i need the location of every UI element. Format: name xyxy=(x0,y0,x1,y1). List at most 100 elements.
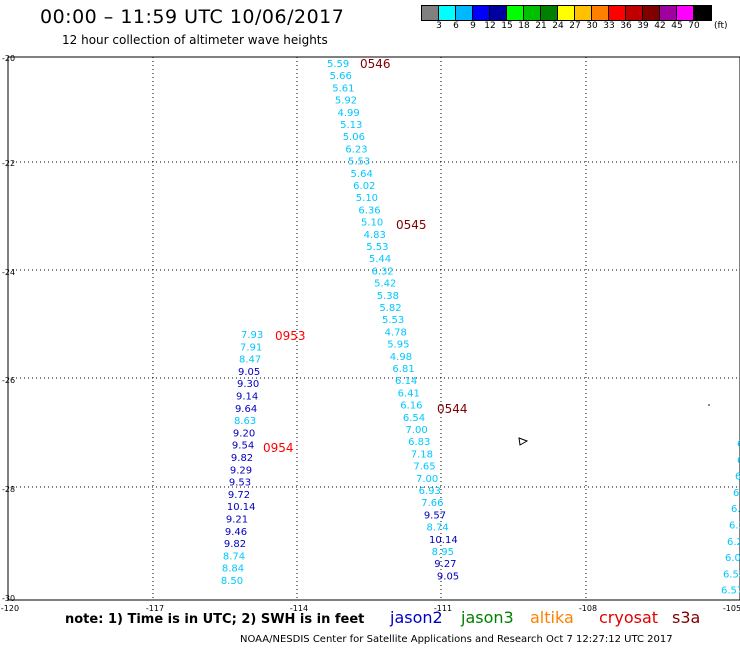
legend-jason2: jason2 xyxy=(390,608,443,627)
lon-tick-label: -108 xyxy=(579,604,597,613)
legend-s3a: s3a xyxy=(672,608,701,627)
wave-height-value: 10.14 xyxy=(227,502,256,513)
wave-height-value: 6.25 xyxy=(727,537,740,548)
color-scale-label: 27 xyxy=(569,21,581,31)
wave-height-value: 9.53 xyxy=(229,478,251,489)
wave-height-value: 5.64 xyxy=(351,169,373,180)
legend-jason3: jason3 xyxy=(461,608,514,627)
wave-height-value: 8.47 xyxy=(239,355,261,366)
pass-time-label: 0544 xyxy=(437,402,468,416)
wave-height-value: 6.58 xyxy=(723,569,740,580)
wave-height-value: 9.64 xyxy=(235,404,257,415)
wave-height-value: 5.59 xyxy=(327,59,349,70)
wave-height-value: 6.23 xyxy=(345,144,367,155)
wave-height-value: 6.25 xyxy=(729,521,740,532)
wave-height-value: 9.82 xyxy=(224,539,246,550)
wave-height-value: 4.98 xyxy=(390,352,412,363)
wave-height-value: 6.54 xyxy=(403,413,425,424)
wave-height-value: 5.92 xyxy=(335,96,357,107)
color-scale-cell xyxy=(660,6,677,20)
lon-tick-label: -105 xyxy=(723,604,740,613)
color-scale-cell xyxy=(541,6,558,20)
wave-height-value: 7.66 xyxy=(421,498,443,509)
color-scale-label: 24 xyxy=(552,21,564,31)
wave-height-value: 7.93 xyxy=(241,330,263,341)
wave-height-value: 7.65 xyxy=(413,462,435,473)
color-scale-cell xyxy=(422,6,439,20)
color-scale-label: 21 xyxy=(535,21,547,31)
color-scale-label: 39 xyxy=(637,21,649,31)
pass-time-label: 0953 xyxy=(275,329,306,343)
legend-cryosat: cryosat xyxy=(599,608,659,627)
wave-height-value: 9.54 xyxy=(232,441,254,452)
wave-height-value: 6.36 xyxy=(358,205,380,216)
lat-tick-label: -20 xyxy=(2,54,15,63)
color-scale-cell xyxy=(694,6,711,20)
color-scale-label: 15 xyxy=(501,21,513,31)
wave-height-value: 7.00 xyxy=(406,425,428,436)
color-scale-label: 70 xyxy=(688,21,700,31)
wave-height-value: 5.13 xyxy=(340,120,362,131)
wave-height-value: 6.14 xyxy=(395,376,417,387)
wave-height-value: 9.30 xyxy=(237,379,259,390)
wave-height-value: 9.29 xyxy=(230,465,252,476)
color-scale-label: 18 xyxy=(518,21,530,31)
wave-height-value: 9.21 xyxy=(226,515,248,526)
wave-height-value: 6.4 xyxy=(733,488,740,499)
pass-time-label: 0546 xyxy=(360,57,391,71)
wave-height-value: 5.82 xyxy=(379,303,401,314)
lat-tick-label: -26 xyxy=(2,376,15,385)
wave-height-value: 5.10 xyxy=(356,193,378,204)
wave-height-value: 9.27 xyxy=(434,559,456,570)
color-scale-cell xyxy=(626,6,643,20)
wave-height-value: 9.20 xyxy=(233,428,255,439)
pass-time-label: 0545 xyxy=(396,218,427,232)
map-title: 00:00 – 11:59 UTC 10/06/2017 xyxy=(40,6,345,28)
wave-height-value: 6.16 xyxy=(400,401,422,412)
wave-height-value: 6.41 xyxy=(398,388,420,399)
island-dot xyxy=(708,404,710,406)
credits-footer: NOAA/NESDIS Center for Satellite Applica… xyxy=(240,634,673,645)
color-scale-cell xyxy=(558,6,575,20)
wave-height-value: 5.53 xyxy=(382,315,404,326)
color-scale-cell xyxy=(473,6,490,20)
wave-height-value: 6.06 xyxy=(725,553,740,564)
lon-tick-label: -114 xyxy=(290,604,308,613)
lat-tick-label: -24 xyxy=(2,268,15,277)
wave-height-value: 7.91 xyxy=(240,342,262,353)
wave-height-value: 8.50 xyxy=(221,576,243,587)
island-outline xyxy=(518,437,529,446)
map-frame xyxy=(7,56,740,601)
color-scale-cell xyxy=(575,6,592,20)
lon-tick-label: -117 xyxy=(146,604,164,613)
wave-height-value: 5.53 xyxy=(348,157,370,168)
wave-height-value: 5.61 xyxy=(332,83,354,94)
wave-height-value: 9.72 xyxy=(228,490,250,501)
color-scale-cell xyxy=(524,6,541,20)
wave-height-value: 4.99 xyxy=(337,108,359,119)
wave-height-value: 8.63 xyxy=(234,416,256,427)
wave-height-value: 6.02 xyxy=(353,181,375,192)
wave-height-value: 6.83 xyxy=(408,437,430,448)
color-scale-cell xyxy=(456,6,473,20)
wave-height-value: 6.32 xyxy=(371,266,393,277)
wave-height-value: 5.66 xyxy=(330,71,352,82)
color-scale-label: 12 xyxy=(484,21,496,31)
wave-height-value: 8.95 xyxy=(432,547,454,558)
color-scale-cell xyxy=(490,6,507,20)
pass-time-label: 0954 xyxy=(263,441,294,455)
wave-height-value: 5.38 xyxy=(377,291,399,302)
map-subtitle: 12 hour collection of altimeter wave hei… xyxy=(62,33,328,47)
wave-height-value: 9.82 xyxy=(231,453,253,464)
color-scale-label: 42 xyxy=(654,21,666,31)
wave-height-value: 8.74 xyxy=(426,523,448,534)
color-scale-unit: (ft) xyxy=(714,21,728,31)
wave-height-value: 5.95 xyxy=(387,340,409,351)
color-scale-label: 45 xyxy=(671,21,683,31)
color-scale-label: 6 xyxy=(453,21,459,31)
color-scale-cell xyxy=(592,6,609,20)
wave-height-value: 9.05 xyxy=(238,367,260,378)
wave-height-value: 4.83 xyxy=(364,230,386,241)
color-scale-cell xyxy=(677,6,694,20)
